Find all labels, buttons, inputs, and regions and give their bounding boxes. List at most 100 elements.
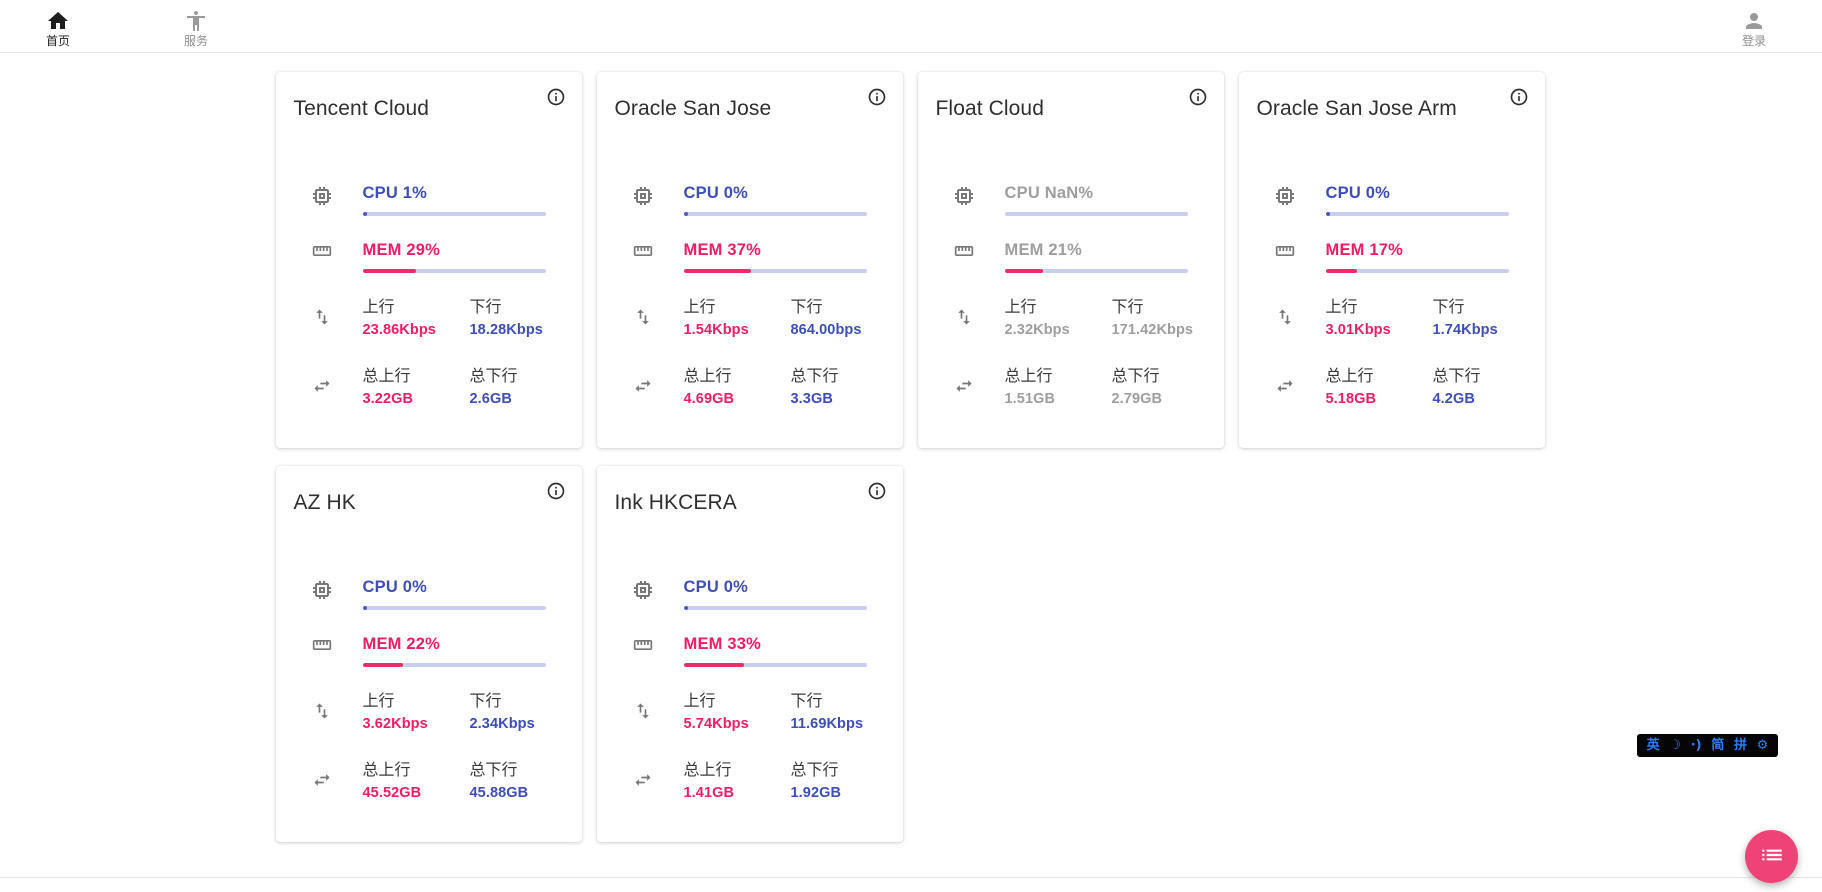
- cpu-chip-icon: [1273, 184, 1297, 208]
- top-nav: 首页 服务 登录: [0, 0, 1822, 53]
- upload-speed: 上行 2.32Kbps: [1005, 298, 1112, 339]
- net-speed-row: 上行 3.62Kbps 下行 2.34Kbps: [294, 692, 564, 733]
- mem-usage-text: MEM 33%: [683, 635, 762, 653]
- info-button[interactable]: [545, 87, 567, 109]
- mem-progress-fill: [362, 663, 403, 667]
- card-stats: CPU 1% MEM 29%: [294, 184, 564, 408]
- total-upload: 总上行 4.69GB: [684, 367, 791, 408]
- net-total-row: 总上行 5.18GB 总下行 4.2GB: [1257, 367, 1527, 408]
- server-card-title: AZ HK: [293, 491, 356, 514]
- swap-vertical-icon: [1273, 307, 1297, 331]
- cpu-stat: CPU 0%: [1325, 184, 1527, 216]
- net-speed: 上行 2.32Kbps 下行 171.42Kbps: [1005, 298, 1206, 339]
- cpu-stat: CPU 1%: [362, 184, 564, 216]
- nav-item-login[interactable]: 登录: [1730, 5, 1778, 48]
- upload-label: 上行: [1004, 299, 1037, 316]
- download-speed: 下行 18.28Kbps: [470, 298, 577, 339]
- cpu-progress-track: [1004, 212, 1188, 216]
- mem-stat: MEM 17%: [1325, 241, 1527, 273]
- main-content: Tencent Cloud CPU 1%: [0, 53, 1822, 842]
- home-icon: [46, 9, 70, 33]
- cpu-stat: CPU 0%: [362, 578, 564, 610]
- total-upload-value: 5.18GB: [1325, 391, 1377, 407]
- info-button[interactable]: [866, 481, 888, 503]
- download-value: 1.74Kbps: [1432, 322, 1498, 338]
- download-value: 11.69Kbps: [790, 716, 864, 732]
- net-speed: 上行 23.86Kbps 下行 18.28Kbps: [363, 298, 564, 339]
- swap-horizontal-icon: [310, 770, 334, 794]
- mem-stat: MEM 29%: [362, 241, 564, 273]
- total-download: 总下行 1.92GB: [791, 761, 898, 802]
- ime-moon[interactable]: ☽: [1669, 738, 1682, 753]
- total-upload-value: 1.41GB: [683, 785, 735, 801]
- net-speed: 上行 5.74Kbps 下行 11.69Kbps: [684, 692, 885, 733]
- nav-label-login: 登录: [1741, 33, 1766, 48]
- total-download-label: 总下行: [1111, 368, 1160, 385]
- mem-progress-fill: [1004, 269, 1043, 273]
- total-download: 总下行 3.3GB: [791, 367, 898, 408]
- info-button[interactable]: [866, 87, 888, 109]
- cpu-row: CPU 0%: [1257, 184, 1527, 216]
- total-upload: 总上行 3.22GB: [363, 367, 470, 408]
- ime-lang-english[interactable]: 英: [1646, 738, 1660, 753]
- info-button[interactable]: [1187, 87, 1209, 109]
- info-icon: [1509, 88, 1529, 110]
- ime-settings[interactable]: ⚙: [1756, 738, 1769, 753]
- download-speed: 下行 1.74Kbps: [1433, 298, 1540, 339]
- cpu-progress-track: [1325, 212, 1509, 216]
- net-speed-row: 上行 5.74Kbps 下行 11.69Kbps: [615, 692, 885, 733]
- ime-pinyin[interactable]: 拼: [1733, 738, 1747, 753]
- download-speed: 下行 2.34Kbps: [470, 692, 577, 733]
- ime-simplified[interactable]: 简: [1711, 738, 1725, 753]
- upload-value: 23.86Kbps: [362, 322, 436, 338]
- mem-stat: MEM 33%: [683, 635, 885, 667]
- nav-item-services[interactable]: 服务: [172, 5, 220, 48]
- net-speed-row: 上行 1.54Kbps 下行 864.00bps: [615, 298, 885, 339]
- ruler-icon: [1273, 241, 1297, 265]
- total-upload: 总上行 45.52GB: [363, 761, 470, 802]
- server-card-title: Oracle San Jose: [614, 97, 772, 120]
- total-upload: 总上行 1.41GB: [684, 761, 791, 802]
- total-download-value: 45.88GB: [469, 785, 529, 801]
- total-download-value: 2.6GB: [469, 391, 512, 407]
- info-button[interactable]: [545, 481, 567, 503]
- footer-divider: [0, 877, 1822, 878]
- info-icon: [867, 88, 887, 110]
- server-card: Float Cloud CPU NaN%: [917, 72, 1224, 448]
- accessibility-icon: [184, 9, 208, 33]
- mem-progress-fill: [362, 269, 416, 273]
- card-stats: CPU NaN% MEM 21%: [936, 184, 1206, 408]
- cpu-usage-text: CPU 1%: [362, 184, 427, 202]
- total-upload-label: 总上行: [1325, 368, 1374, 385]
- swap-vertical-icon: [310, 307, 334, 331]
- net-speed: 上行 3.62Kbps 下行 2.34Kbps: [363, 692, 564, 733]
- cpu-chip-icon: [631, 184, 655, 208]
- cpu-usage-text: CPU 0%: [683, 578, 748, 596]
- server-list-fab[interactable]: [1745, 830, 1798, 883]
- cpu-row: CPU 0%: [615, 184, 885, 216]
- mem-progress-track: [1325, 269, 1509, 273]
- ime-toolbar: 英 ☽ ·) 简拼 ⚙: [1637, 734, 1778, 757]
- download-label: 下行: [1432, 299, 1465, 316]
- download-speed: 下行 171.42Kbps: [1112, 298, 1219, 339]
- upload-speed: 上行 3.62Kbps: [363, 692, 470, 733]
- cpu-progress-track: [683, 606, 867, 610]
- total-download: 总下行 4.2GB: [1433, 367, 1540, 408]
- upload-speed: 上行 5.74Kbps: [684, 692, 791, 733]
- mem-row: MEM 22%: [294, 635, 564, 667]
- card-stats: CPU 0% MEM 33%: [615, 578, 885, 802]
- total-upload: 总上行 5.18GB: [1326, 367, 1433, 408]
- nav-item-home[interactable]: 首页: [34, 5, 82, 48]
- ruler-icon: [952, 241, 976, 265]
- net-speed-row: 上行 23.86Kbps 下行 18.28Kbps: [294, 298, 564, 339]
- total-upload: 总上行 1.51GB: [1005, 367, 1112, 408]
- mem-usage-text: MEM 29%: [362, 241, 441, 259]
- total-upload-value: 1.51GB: [1004, 391, 1056, 407]
- total-upload-value: 45.52GB: [362, 785, 422, 801]
- info-button[interactable]: [1508, 87, 1530, 109]
- upload-label: 上行: [362, 693, 395, 710]
- ime-sound[interactable]: ·): [1690, 738, 1702, 753]
- mem-stat: MEM 22%: [362, 635, 564, 667]
- total-upload-label: 总上行: [1004, 368, 1053, 385]
- net-total: 总上行 5.18GB 总下行 4.2GB: [1326, 367, 1527, 408]
